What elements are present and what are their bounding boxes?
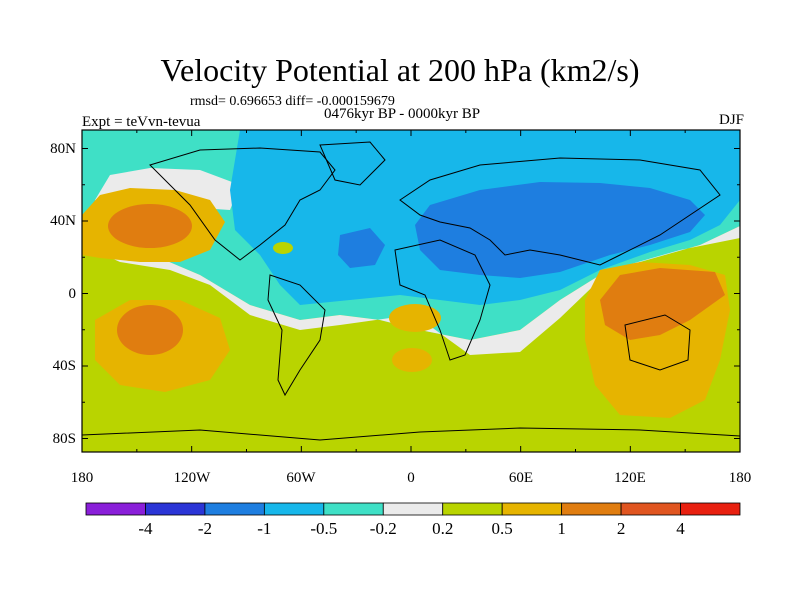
experiment-label: Expt = teVvn-tevua — [82, 114, 201, 130]
coastline-south-america — [267, 274, 326, 397]
colorbar-box — [442, 502, 503, 516]
lon-tick-label: 180 — [728, 470, 752, 486]
velocity-potential-field — [82, 130, 740, 452]
axis-ticks — [81, 130, 741, 452]
colorbar-label: 0.5 — [491, 519, 513, 538]
lon-tick-label: 60W — [286, 470, 316, 486]
colorbar-label: -1 — [257, 519, 272, 538]
coastline-north-america — [149, 147, 336, 261]
colorbar-box — [501, 502, 563, 516]
map-title: Velocity Potential at 200 hPa (km2/s) — [160, 52, 640, 88]
colorbar-box — [204, 502, 265, 516]
max-region-npacific — [108, 204, 192, 248]
colorbar-label: -0.2 — [369, 519, 397, 538]
colorbar-label: -4 — [138, 519, 153, 538]
colorbar-box — [680, 502, 741, 516]
colorbar-box — [263, 502, 325, 516]
colorbar-label: -0.5 — [310, 519, 338, 538]
colorbar-label: 1 — [557, 519, 566, 538]
coastlines — [82, 141, 740, 441]
negative-region-atlantic — [338, 228, 385, 268]
colorbar-label: 2 — [616, 519, 626, 538]
colorbar-box — [561, 502, 622, 516]
lon-tick-label: 120W — [173, 470, 211, 486]
colorbar-box — [620, 502, 681, 516]
colorbar-label: 4 — [676, 519, 685, 538]
season-label: DJF — [718, 112, 744, 128]
lat-tick-label: 40S — [52, 358, 76, 374]
stats-line: rmsd= 0.696653 diff= -0.000159679 — [190, 94, 395, 109]
coastline-africa — [394, 239, 491, 361]
colorbar-label: 0.2 — [432, 519, 454, 538]
max-region-maritime — [600, 268, 725, 340]
lat-tick-label: 80N — [50, 141, 76, 157]
coastline-australia — [624, 314, 691, 371]
lon-tick-label: 180 — [70, 470, 94, 486]
colorbar-box — [323, 502, 384, 516]
colorbar-box — [85, 502, 146, 516]
positive-region-satlantic — [392, 348, 432, 372]
positive-region-caribbean — [273, 242, 293, 254]
colorbar-label: -2 — [197, 519, 212, 538]
coastline-antarctica — [82, 427, 740, 441]
negative-region-core — [415, 182, 705, 278]
colorbar-box — [382, 502, 444, 516]
coastline-eurasia — [399, 157, 721, 266]
max-region-spacific — [117, 305, 183, 355]
lat-tick-label: 0 — [68, 286, 77, 302]
lon-tick-label: 120E — [614, 470, 646, 486]
positive-region-africa — [389, 304, 441, 332]
coastline-greenland — [319, 141, 386, 186]
lon-tick-label: 0 — [407, 470, 415, 486]
colorbar-box — [145, 502, 206, 516]
lat-tick-label: 40N — [50, 213, 76, 229]
lat-tick-label: 80S — [52, 431, 76, 447]
colorbar — [85, 502, 741, 516]
lon-tick-label: 60E — [508, 470, 534, 486]
subtitle: 0476kyr BP - 0000kyr BP — [324, 106, 481, 122]
